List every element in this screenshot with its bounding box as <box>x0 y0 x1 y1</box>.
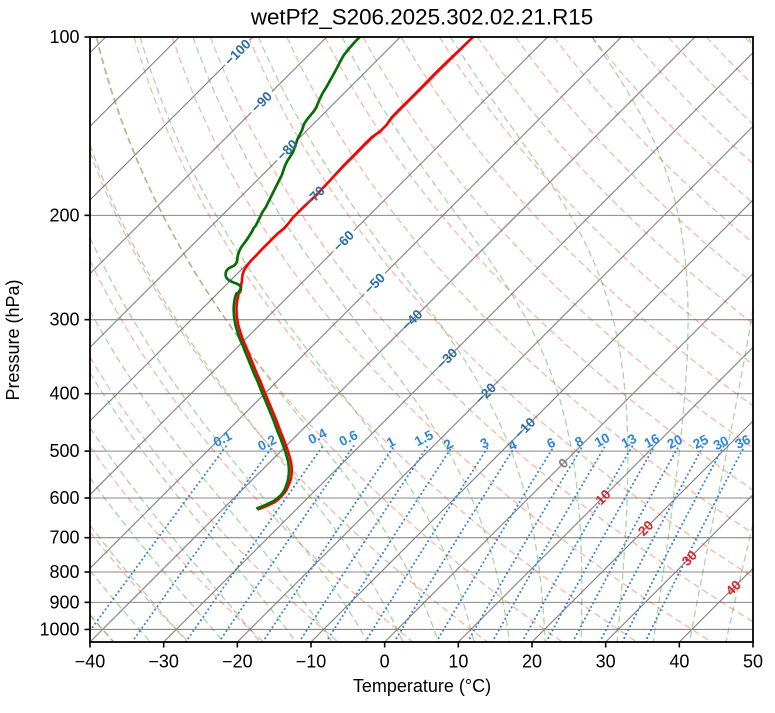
svg-text:500: 500 <box>49 441 79 461</box>
svg-text:50: 50 <box>743 652 763 672</box>
svg-text:30: 30 <box>596 652 616 672</box>
svg-text:700: 700 <box>49 528 79 548</box>
svg-text:16: 16 <box>642 431 663 451</box>
svg-text:−10: −10 <box>296 652 327 672</box>
svg-text:36: 36 <box>733 431 754 451</box>
svg-text:25: 25 <box>691 431 712 451</box>
svg-text:20: 20 <box>665 432 685 452</box>
svg-text:Temperature (°C): Temperature (°C) <box>353 676 491 696</box>
svg-text:100: 100 <box>49 27 79 47</box>
svg-text:200: 200 <box>49 205 79 225</box>
svg-text:10: 10 <box>448 652 468 672</box>
svg-text:30: 30 <box>711 433 731 453</box>
svg-text:40: 40 <box>669 652 689 672</box>
svg-text:−20: −20 <box>222 652 253 672</box>
svg-text:400: 400 <box>49 384 79 404</box>
svg-text:600: 600 <box>49 488 79 508</box>
svg-text:−30: −30 <box>148 652 179 672</box>
svg-text:10: 10 <box>592 430 612 450</box>
svg-text:Pressure (hPa): Pressure (hPa) <box>3 279 23 400</box>
svg-text:20: 20 <box>522 652 542 672</box>
svg-text:0: 0 <box>380 652 390 672</box>
svg-text:900: 900 <box>49 592 79 612</box>
svg-text:800: 800 <box>49 562 79 582</box>
svg-text:300: 300 <box>49 310 79 330</box>
svg-text:−40: −40 <box>75 652 106 672</box>
svg-text:wetPf2_S206.2025.302.02.21.R15: wetPf2_S206.2025.302.02.21.R15 <box>250 5 593 30</box>
svg-text:13: 13 <box>619 431 640 451</box>
svg-text:1000: 1000 <box>39 619 79 639</box>
